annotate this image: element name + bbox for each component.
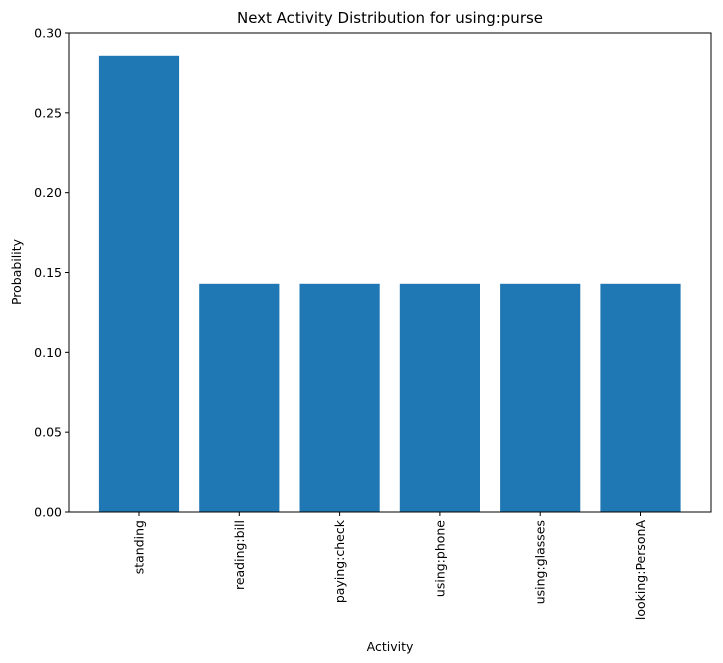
chart-title: Next Activity Distribution for using:pur…: [237, 9, 543, 27]
y-tick-label: 0.15: [34, 265, 62, 280]
x-axis-label: Activity: [367, 639, 414, 654]
x-tick-label: reading:bill: [232, 520, 247, 590]
y-tick-label: 0.20: [34, 185, 62, 200]
y-tick-label: 0.30: [34, 26, 62, 41]
bars-group: [98, 55, 681, 513]
y-axis: 0.00 0.05 0.10 0.15 0.20 0.25 0.30: [34, 26, 69, 520]
bar-looking-persona: [600, 283, 681, 512]
bar-paying-check: [299, 283, 380, 512]
x-tick-label: paying:check: [332, 519, 347, 603]
x-tick-label: looking:PersonA: [633, 520, 648, 621]
x-tick-label: using:glasses: [533, 520, 548, 604]
y-tick-label: 0.10: [34, 345, 62, 360]
x-axis: standing reading:bill paying:check using:ph…: [132, 512, 648, 621]
x-tick-label: standing: [132, 520, 147, 574]
plot-area: [68, 32, 712, 513]
x-tick-label: using:phone: [432, 520, 447, 597]
y-axis-label: Probability: [9, 238, 24, 305]
y-tick-label: 0.00: [34, 505, 62, 520]
bar-using-phone: [399, 283, 480, 512]
y-tick-label: 0.25: [34, 105, 62, 120]
y-tick-label: 0.05: [34, 425, 62, 440]
bar-using-glasses: [500, 283, 581, 512]
bar-standing: [98, 55, 180, 513]
bar-reading-bill: [199, 283, 280, 512]
